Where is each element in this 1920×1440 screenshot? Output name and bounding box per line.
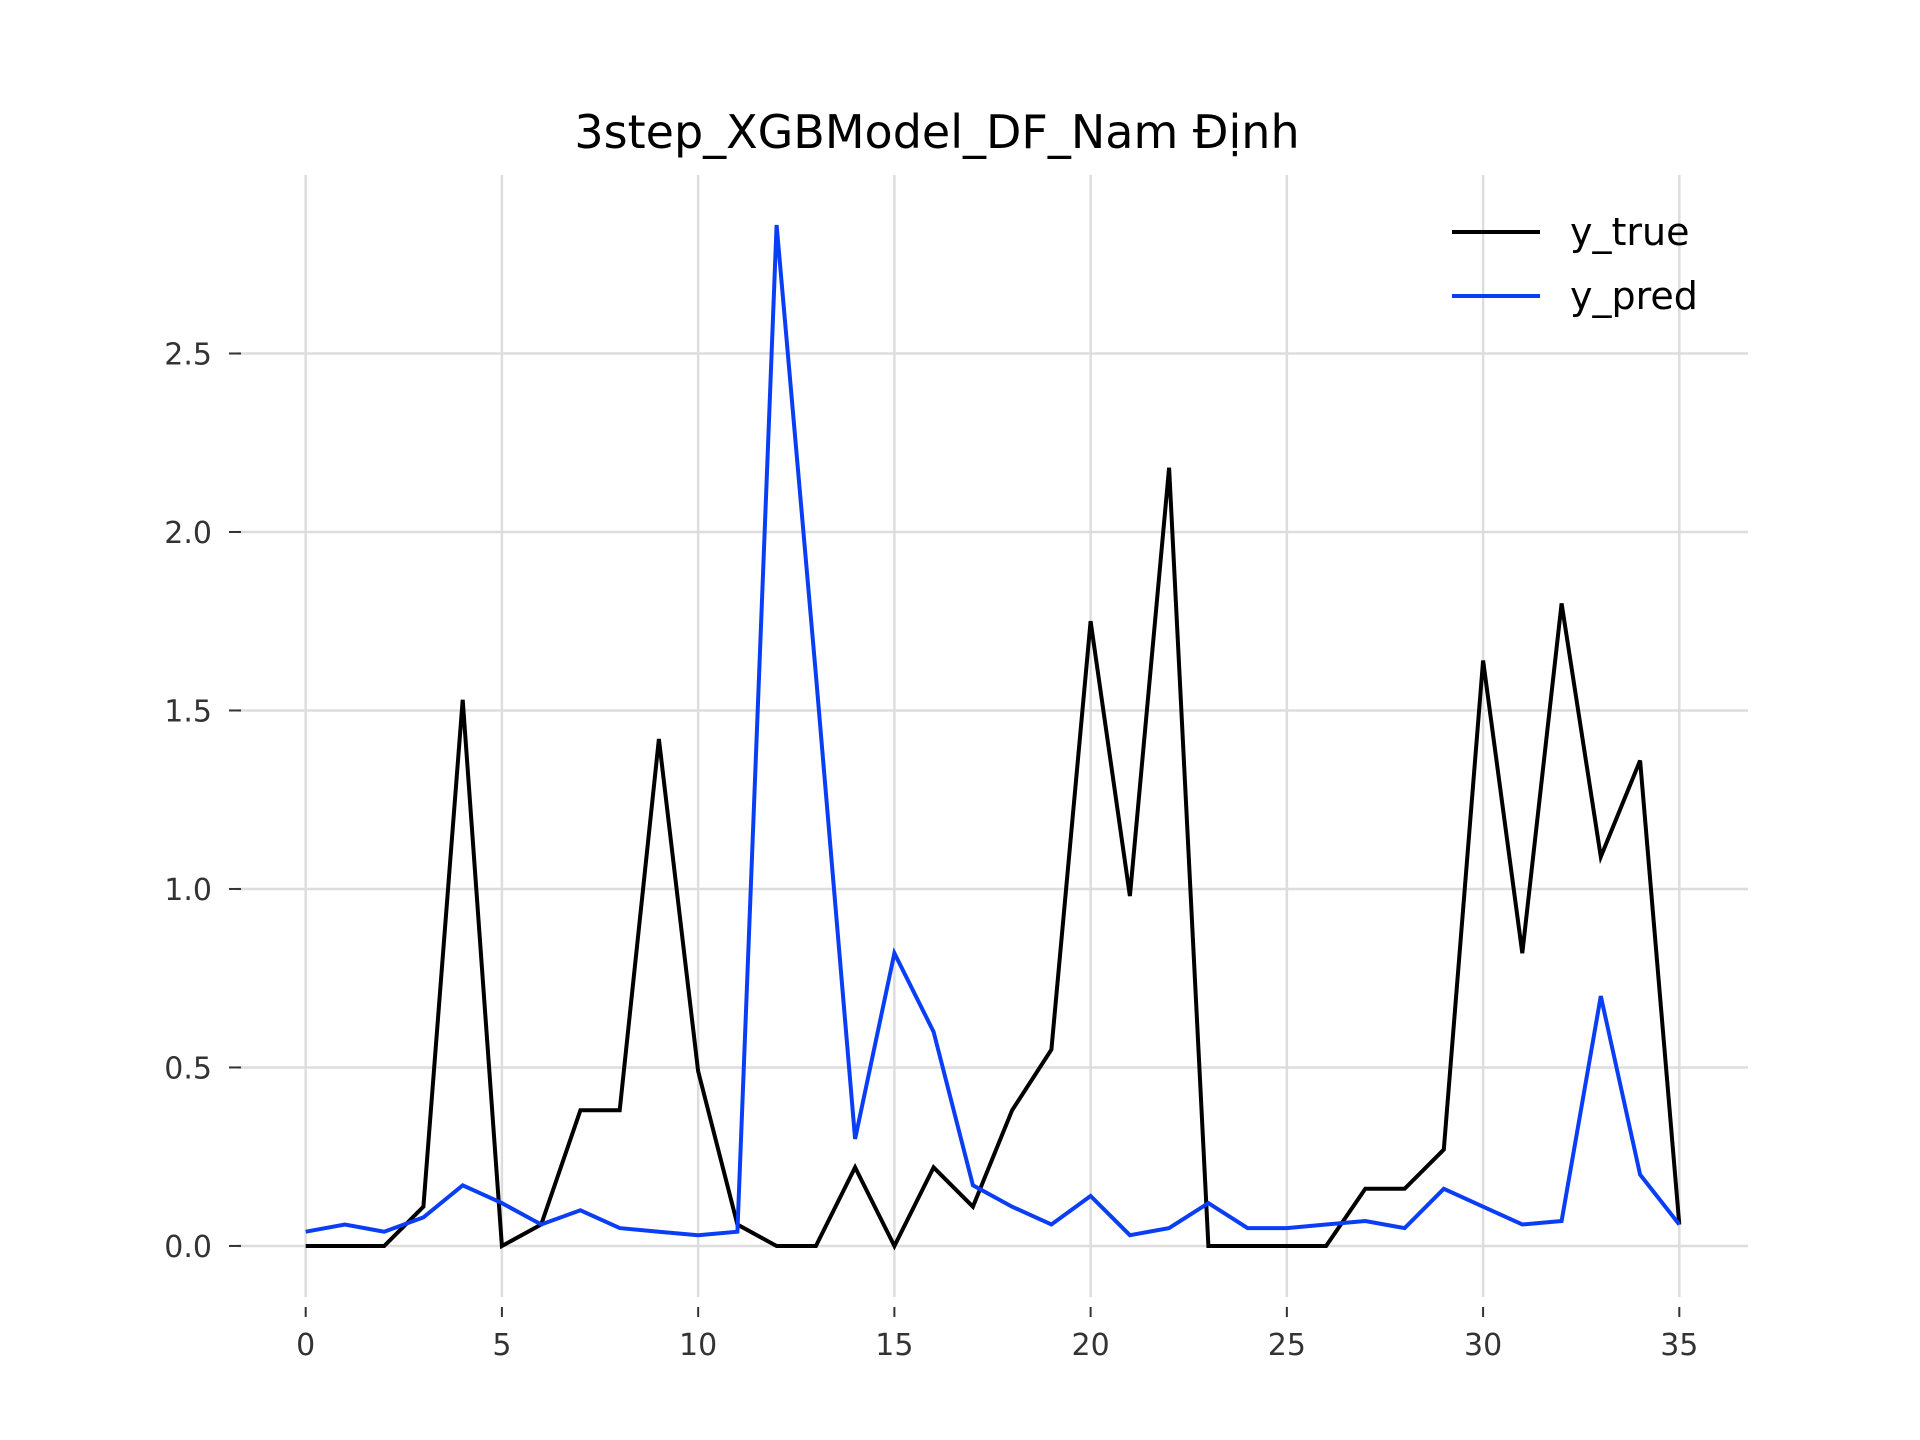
- y-tick-label: 2.5: [164, 337, 212, 372]
- legend-label-y-pred: y_pred: [1570, 274, 1698, 318]
- series-line-y-true: [305, 467, 1682, 1251]
- x-tick-label: 15: [875, 1328, 913, 1363]
- y-axis: 0.0 0.5 1.0 1.5 2.0 2.5: [164, 337, 241, 1265]
- chart-title: 3step_XGBModel_DF_Nam Định: [574, 105, 1299, 159]
- y-tick-label: 0.5: [164, 1051, 212, 1086]
- x-tick-label: 20: [1072, 1328, 1110, 1363]
- y-tick-label: 1.5: [164, 694, 212, 729]
- x-tick-label: 0: [296, 1328, 315, 1363]
- legend-label-y-true: y_true: [1570, 210, 1689, 254]
- series-line-y-pred: [305, 224, 1681, 1238]
- y-tick-label: 1.0: [164, 873, 212, 908]
- y-tick-label: 0.0: [164, 1230, 212, 1265]
- series-lines: [305, 224, 1682, 1251]
- x-tick-label: 10: [679, 1328, 717, 1363]
- x-tick-label: 30: [1464, 1328, 1502, 1363]
- x-tick-label: 25: [1268, 1328, 1306, 1363]
- y-tick-label: 2.0: [164, 516, 212, 551]
- legend: y_true y_pred: [1452, 210, 1698, 318]
- x-tick-label: 5: [492, 1328, 511, 1363]
- x-gridlines: [304, 175, 1681, 1297]
- x-tick-label: 35: [1660, 1328, 1698, 1363]
- x-axis: 0 5 10 15 20 25 30 35: [296, 1307, 1698, 1363]
- y-gridlines: [237, 352, 1748, 1248]
